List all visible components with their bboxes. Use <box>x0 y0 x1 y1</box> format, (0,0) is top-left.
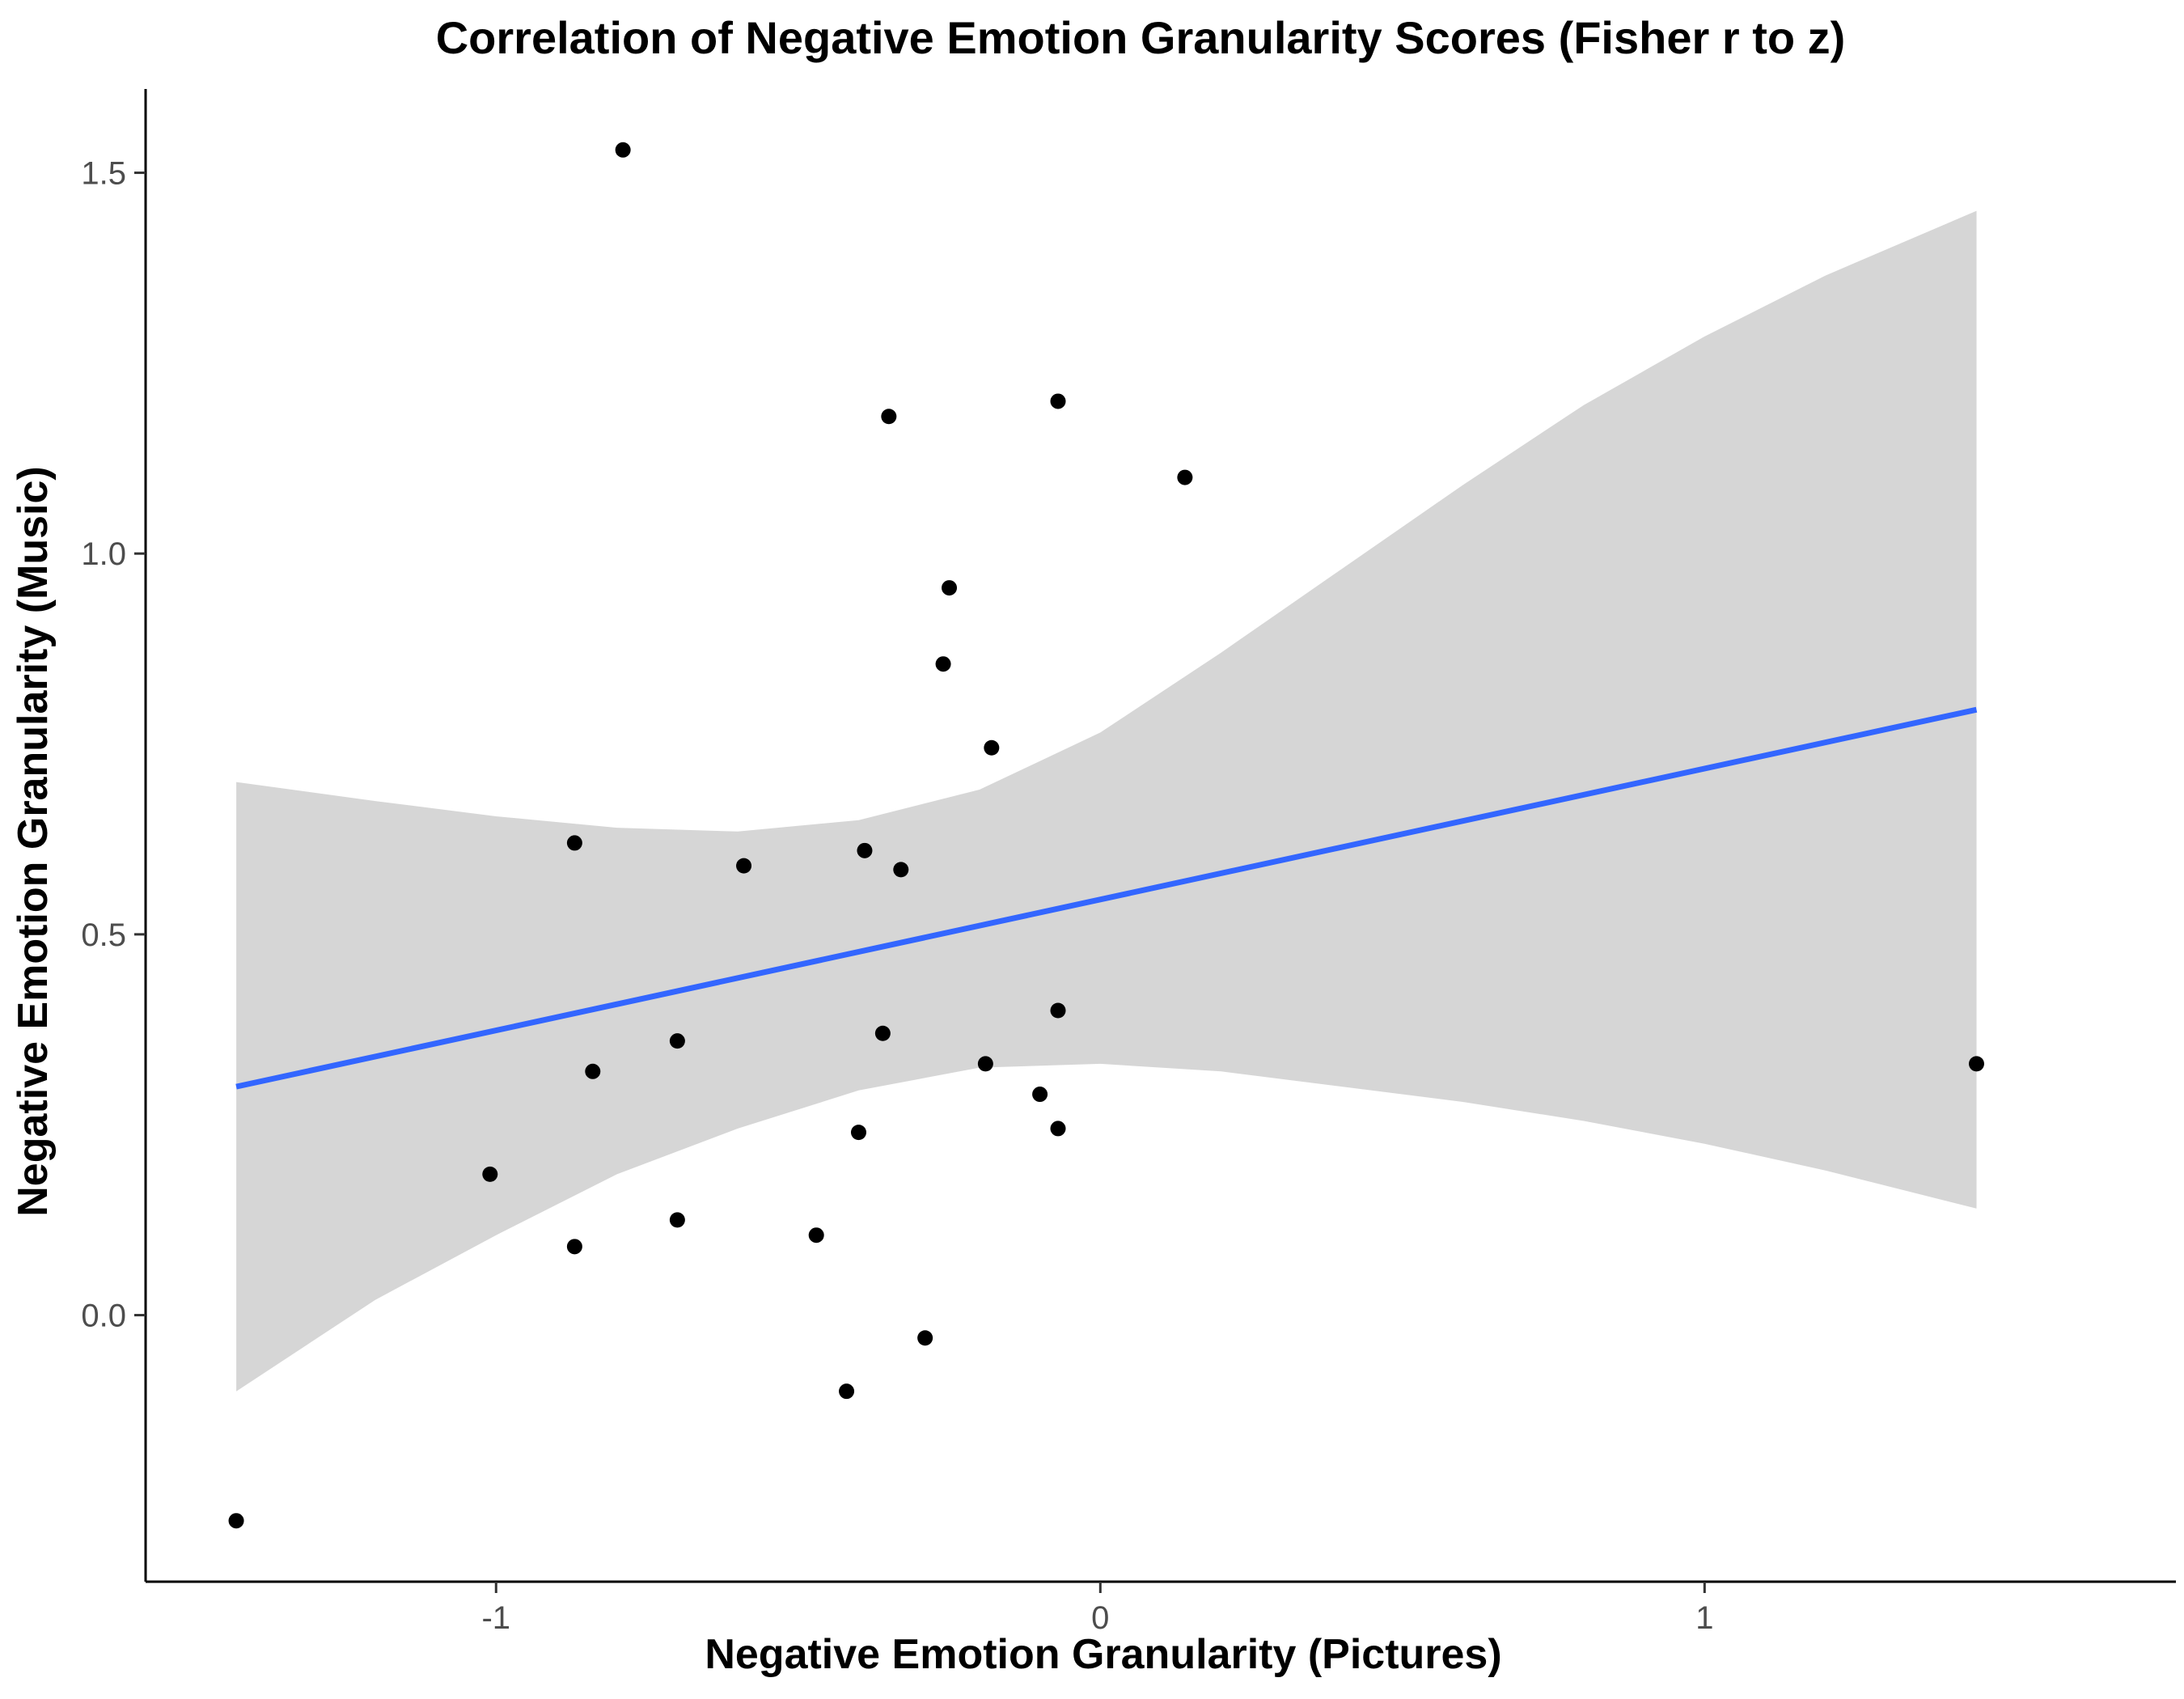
data-point <box>1050 393 1066 409</box>
data-point <box>942 580 958 596</box>
chart-title: Correlation of Negative Emotion Granular… <box>436 12 1846 63</box>
y-tick-label: 0.0 <box>81 1299 126 1334</box>
confidence-band-layer <box>236 210 1977 1392</box>
data-point <box>482 1166 498 1182</box>
data-point <box>917 1330 933 1346</box>
x-axis-title: Negative Emotion Granularity (Pictures) <box>705 1631 1501 1678</box>
y-axis-title: Negative Emotion Granularity (Music) <box>10 466 57 1217</box>
data-point <box>808 1227 824 1244</box>
data-point <box>893 862 909 878</box>
data-point <box>839 1383 855 1400</box>
data-point <box>881 409 897 425</box>
data-point <box>850 1125 866 1141</box>
data-point <box>669 1212 685 1228</box>
y-tick-label: 0.5 <box>81 917 126 953</box>
data-point <box>984 739 1000 756</box>
regression-line <box>235 706 1978 1090</box>
x-tick-label: -1 <box>481 1600 510 1636</box>
data-point <box>935 656 951 672</box>
regression-line-layer <box>235 706 1978 1090</box>
data-point <box>1050 1002 1066 1019</box>
confidence-band <box>236 210 1977 1392</box>
data-point <box>1968 1056 1984 1072</box>
data-point <box>857 842 873 858</box>
data-point <box>1032 1087 1048 1103</box>
data-point <box>669 1033 685 1049</box>
data-point <box>585 1063 601 1079</box>
y-tick-label: 1.0 <box>81 536 126 572</box>
axes-layer: -1 0 1 0.0 0.5 1.0 1.5 <box>81 89 2176 1636</box>
data-point <box>566 835 582 851</box>
data-point <box>615 142 631 158</box>
y-tick-label: 1.5 <box>81 156 126 192</box>
data-point <box>736 858 752 874</box>
data-point <box>1177 469 1193 485</box>
data-points-layer <box>228 142 1984 1529</box>
data-point <box>1050 1121 1066 1137</box>
data-point <box>566 1239 582 1255</box>
data-point <box>977 1056 993 1072</box>
data-point <box>228 1513 244 1529</box>
x-tick-label: 0 <box>1091 1600 1109 1636</box>
data-point <box>874 1025 891 1041</box>
x-tick-label: 1 <box>1695 1600 1713 1636</box>
